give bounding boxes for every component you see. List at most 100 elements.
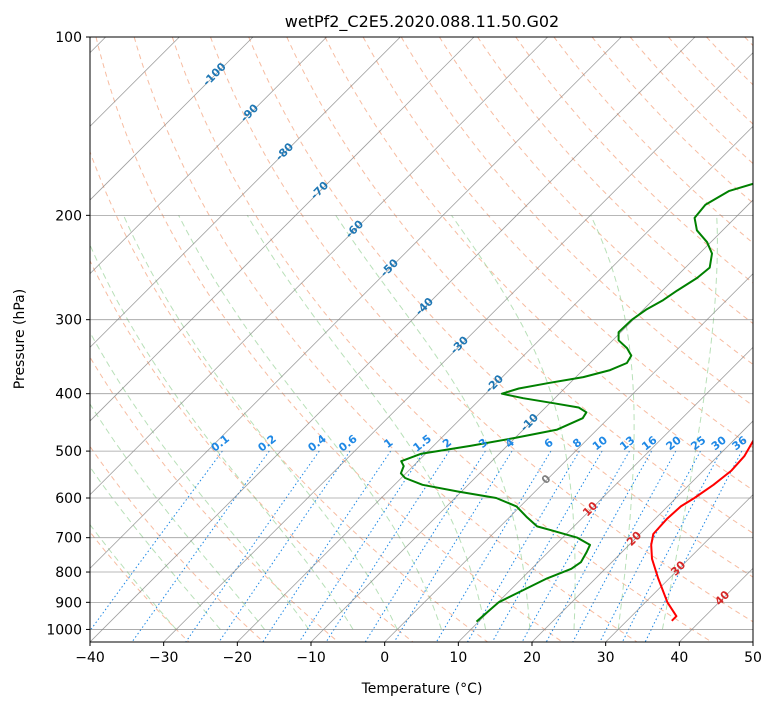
isotherm-line xyxy=(90,37,327,275)
dry-adiabat-line xyxy=(515,37,753,284)
dry-adiabat-line xyxy=(90,531,190,642)
isotherm-line xyxy=(90,37,548,496)
isotherm-label: -80 xyxy=(273,140,296,163)
isotherm-line xyxy=(679,567,753,642)
isotherm-labels: -100-90-80-70-60-50-40-30-20-10 xyxy=(200,60,541,434)
y-tick-label: 300 xyxy=(55,313,82,329)
mixing-ratio-line xyxy=(262,450,392,642)
mixing-ratio-lines xyxy=(90,450,743,642)
isotherm-label: -70 xyxy=(308,179,331,202)
x-tick-label: 20 xyxy=(523,650,541,666)
y-tick-label: 500 xyxy=(55,444,82,460)
isotherm-line xyxy=(310,199,753,642)
mixing-ratio-label: 1 xyxy=(382,436,396,451)
dry-adiabat-line xyxy=(90,445,264,642)
moist-adiabat-line xyxy=(90,331,310,630)
dry-adiabat-line xyxy=(90,356,339,642)
y-tick-label: 600 xyxy=(55,491,82,507)
isotherm-line xyxy=(90,37,254,201)
dry-adiabat-line xyxy=(744,37,753,47)
moist-adiabat-line xyxy=(123,215,398,630)
y-tick-label: 200 xyxy=(55,208,82,224)
mixing-ratio-line xyxy=(521,450,630,642)
sounding-profiles xyxy=(399,182,753,623)
mixing-ratio-line xyxy=(393,450,513,642)
isotherm-label: -100 xyxy=(200,60,229,89)
mixing-ratio-line xyxy=(572,450,677,642)
dry-adiabat-line xyxy=(438,37,753,366)
x-tick-label: −10 xyxy=(296,650,326,666)
x-tick-label: −20 xyxy=(223,650,253,666)
plot-frame xyxy=(89,36,754,643)
chart-title: wetPf2_C2E5.2020.088.11.50.G02 xyxy=(285,12,559,32)
dry-adiabat-line xyxy=(477,37,753,325)
dry-adiabat-line xyxy=(90,259,414,642)
moist-adiabat-line xyxy=(90,523,177,630)
x-axis-label: Temperature (°C) xyxy=(361,681,483,697)
y-tick-label: 400 xyxy=(55,387,82,403)
isotherm-label: -40 xyxy=(413,295,436,318)
isotherm-label: -60 xyxy=(343,217,366,240)
y-tick-label: 900 xyxy=(55,595,82,611)
mixing-ratio-label: 10 xyxy=(590,433,610,453)
isotherm-line xyxy=(90,37,696,642)
x-tick-label: 50 xyxy=(744,650,762,666)
x-tick-label: 30 xyxy=(597,650,615,666)
isotherm-line xyxy=(605,494,753,642)
mixing-ratio-label: 20 xyxy=(664,433,684,453)
dry-adiabat-line xyxy=(133,37,638,642)
x-tick-label: −30 xyxy=(149,650,179,666)
moist-adiabat-line xyxy=(246,215,487,630)
mixing-ratio-line xyxy=(467,450,580,642)
mixing-ratio-label: 30 xyxy=(709,433,729,453)
x-tick-label: 0 xyxy=(380,650,389,666)
mixing-ratio-line xyxy=(364,450,486,642)
isotherm-label: -20 xyxy=(483,372,506,395)
isotherm-line xyxy=(90,37,475,422)
isotherm-line xyxy=(90,37,401,348)
dry-adiabats xyxy=(90,37,753,642)
isotherm-line xyxy=(531,420,753,642)
dry-adiabat-line xyxy=(95,37,563,642)
temperature-profile-line xyxy=(650,438,753,622)
dry-adiabat-line xyxy=(362,37,753,449)
dry-adiabat-line xyxy=(210,37,753,623)
y-tick-label: 700 xyxy=(55,531,82,547)
mixing-ratio-line xyxy=(218,450,351,642)
mixing-ratio-line xyxy=(435,450,552,642)
isotherm-line xyxy=(237,125,753,642)
dry-adiabat-line xyxy=(706,37,753,86)
y-axis-label: Pressure (hPa) xyxy=(12,289,28,389)
dry-adiabat-line xyxy=(629,37,753,165)
pressure-gridlines xyxy=(90,37,753,630)
isotherm-label: -10 xyxy=(518,411,541,434)
plot-area: -100-90-80-70-60-50-40-30-20-10 0.1 0.2 0.… xyxy=(90,37,753,642)
isotherm-line xyxy=(90,37,622,569)
x-tick-label: 40 xyxy=(670,650,688,666)
warm-isotherm-label: 0 xyxy=(539,472,554,487)
y-tick-label: 1000 xyxy=(46,622,82,638)
moist-adiabats xyxy=(90,215,718,630)
isotherm-label: -50 xyxy=(378,256,401,279)
isotherm-line xyxy=(458,346,753,642)
mixing-ratio-line xyxy=(131,450,270,642)
mixing-ratio-label: 25 xyxy=(688,433,708,453)
x-tick-label: 10 xyxy=(449,650,467,666)
isotherm-line xyxy=(384,273,753,642)
mixing-ratio-line xyxy=(545,450,653,642)
dry-adiabat-line xyxy=(591,37,753,204)
dry-adiabat-line xyxy=(668,37,753,125)
y-tick-label: 800 xyxy=(55,565,82,581)
dry-adiabat-line xyxy=(90,150,488,642)
y-axis-ticks: 100 200 300 400 500 600 700 800 900 1000 xyxy=(46,30,90,638)
mixing-ratio-line xyxy=(185,450,320,642)
isotherms xyxy=(90,37,753,642)
mixing-ratio-line xyxy=(491,450,603,642)
warm-isotherm-label: 40 xyxy=(712,588,732,608)
dry-adiabat-line xyxy=(400,37,753,407)
mixing-ratio-label: 16 xyxy=(639,433,659,453)
mixing-ratio-line xyxy=(621,450,722,642)
mixing-ratio-label: 6 xyxy=(542,436,556,451)
x-tick-label: −40 xyxy=(75,650,105,666)
